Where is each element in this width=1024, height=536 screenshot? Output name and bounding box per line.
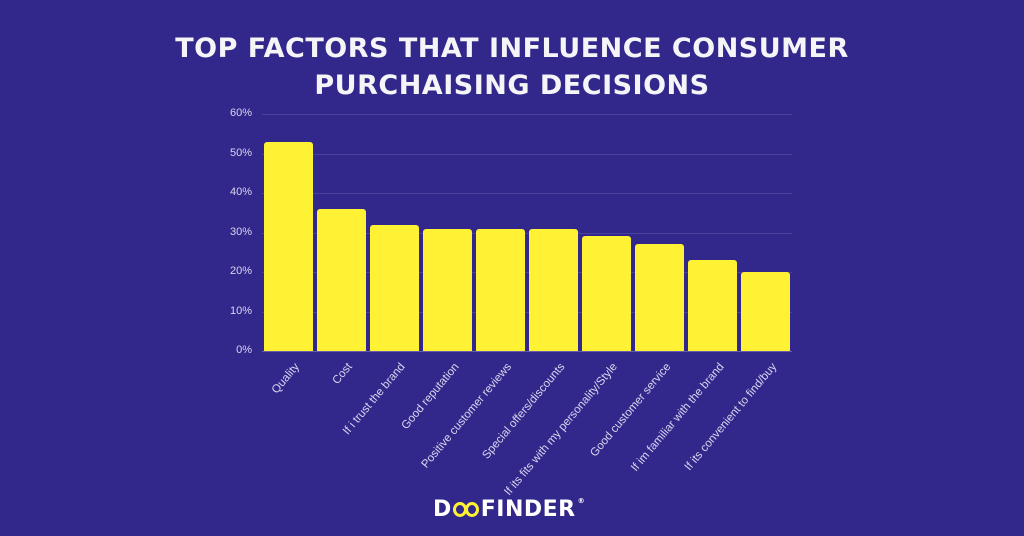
bar-if-its-fits-with-my-personality-style	[582, 236, 631, 351]
x-axis-category-label: If its convenient to find/buy	[682, 361, 779, 474]
gridline	[262, 193, 792, 194]
x-axis-category-label: Quality	[269, 361, 302, 397]
chart-title-line1: TOP FACTORS THAT INFLUENCE CONSUMER	[175, 33, 849, 64]
bar-if-its-convenient-to-find-buy	[741, 272, 790, 351]
bar-cost	[317, 208, 366, 351]
y-axis-tick-label: 60%	[229, 107, 252, 119]
chart-title: TOP FACTORS THAT INFLUENCE CONSUMER PURC…	[0, 30, 1024, 104]
gridline	[262, 153, 792, 155]
bar-good-reputation	[423, 228, 472, 351]
gridline	[262, 272, 792, 273]
bar-if-i-trust-the-brand	[370, 224, 419, 351]
bar-quality	[264, 141, 313, 351]
chart-title-line2: PURCHAISING DECISIONS	[314, 70, 710, 101]
y-axis-tick-label: 40%	[229, 186, 252, 198]
gridline	[262, 114, 792, 115]
y-axis-tick-label: 20%	[229, 265, 252, 277]
logo-prefix: D	[433, 497, 452, 522]
x-axis-category-label: If its fits with my personality/Style	[501, 361, 620, 498]
y-axis-tick-label: 10%	[229, 304, 252, 317]
y-axis-tick-label: 30%	[229, 225, 252, 238]
bar-if-im-familiar-with-the-brand	[688, 260, 737, 351]
x-axis-category-label: If im familiar with the brand	[628, 361, 727, 474]
bar-special-offers-discounts	[529, 228, 578, 351]
gridline	[262, 232, 792, 234]
gridline	[262, 311, 792, 313]
x-axis-category-label: Good reputation	[398, 361, 462, 432]
x-axis-category-label: Cost	[329, 361, 355, 387]
y-axis-tick-label: 0%	[236, 344, 252, 356]
doofinder-logo: D FINDER ®	[433, 497, 585, 522]
registered-mark: ®	[577, 497, 586, 505]
logo-rings-icon	[452, 502, 479, 517]
logo-suffix: FINDER	[480, 497, 576, 522]
x-axis-category-label: Positive customer reviews	[418, 361, 514, 471]
x-axis-line	[262, 351, 792, 352]
bar-good-customer-service	[635, 244, 684, 351]
bar-positive-customer-reviews	[476, 228, 525, 351]
y-axis-tick-label: 50%	[229, 146, 252, 159]
